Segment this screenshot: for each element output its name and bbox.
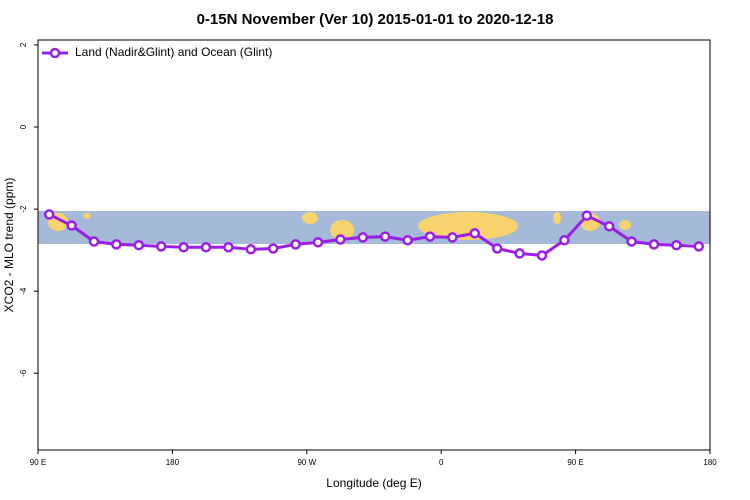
data-point xyxy=(66,220,77,231)
data-point xyxy=(155,241,167,252)
data-point xyxy=(133,239,145,251)
data-point xyxy=(357,232,369,243)
data-point xyxy=(245,244,257,255)
x-tick-label: 180 xyxy=(166,458,180,467)
data-point xyxy=(447,232,458,243)
data-point xyxy=(424,231,436,242)
x-tick-label: 90 E xyxy=(30,458,46,467)
data-point xyxy=(648,239,660,250)
map-background xyxy=(38,211,710,244)
y-tick-label: 2 xyxy=(19,42,28,47)
data-point xyxy=(335,234,346,245)
data-point xyxy=(514,248,525,259)
y-tick-label: 0 xyxy=(19,124,28,129)
x-axis-label: Longitude (deg E) xyxy=(326,476,421,490)
data-point xyxy=(267,243,279,254)
data-point xyxy=(43,209,55,220)
data-point xyxy=(536,250,548,261)
data-point xyxy=(491,243,503,254)
data-point xyxy=(469,228,481,239)
data-point xyxy=(312,237,324,248)
data-point xyxy=(111,239,122,250)
chart-title: 0-15N November (Ver 10) 2015-01-01 to 20… xyxy=(197,11,554,28)
plot-frame xyxy=(37,39,711,451)
data-point xyxy=(402,235,413,246)
x-tick-label: 90 E xyxy=(567,458,583,467)
data-point xyxy=(693,241,705,252)
y-tick-label: -6 xyxy=(19,369,28,377)
x-tick-label: 180 xyxy=(703,458,717,467)
legend-label: Land (Nadir&Glint) and Ocean (Glint) xyxy=(75,45,272,59)
y-axis-label: XCO2 - MLO trend (ppm) xyxy=(2,178,16,313)
data-point xyxy=(671,239,682,251)
data-point xyxy=(88,236,100,247)
data-point xyxy=(290,239,301,250)
y-tick-label: -4 xyxy=(19,287,28,295)
y-tick-label: -2 xyxy=(19,205,28,213)
x-tick-label: 0 xyxy=(439,458,444,467)
data-point xyxy=(626,236,637,247)
data-point xyxy=(379,231,391,242)
data-point xyxy=(223,242,234,253)
x-tick-label: 90 W xyxy=(297,458,316,467)
data-point xyxy=(178,242,189,253)
data-point xyxy=(603,221,615,232)
data-point xyxy=(559,235,570,246)
data-point xyxy=(200,242,212,253)
legend-marker xyxy=(49,47,61,59)
data-point xyxy=(581,210,593,221)
